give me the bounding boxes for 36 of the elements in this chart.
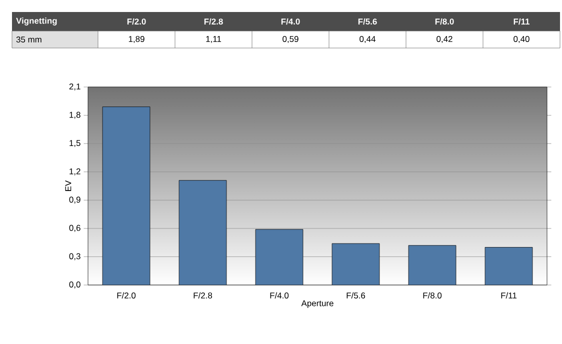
bar xyxy=(408,245,456,285)
category-label: F/8.0 xyxy=(435,18,454,25)
bar xyxy=(484,247,533,285)
bar xyxy=(255,229,304,285)
x-tick-label: F/4.0 xyxy=(270,292,289,298)
y-tick-label: 1,5 xyxy=(70,140,80,148)
x-tick-label: F/11 xyxy=(501,292,517,298)
category-label: F/2.0 xyxy=(127,18,146,25)
x-tick-label: F/5.6 xyxy=(346,292,366,298)
chart-title: Vignetting xyxy=(16,18,57,26)
y-tick-label: 0,9 xyxy=(69,196,80,204)
data-label: 0,44 xyxy=(360,36,376,43)
x-tick-label: F/8.0 xyxy=(423,292,442,298)
y-tick-label: 0,6 xyxy=(69,224,80,232)
x-tick-label: F/2.8 xyxy=(194,292,212,298)
y-tick-label: 1,2 xyxy=(70,168,80,176)
data-label: 0,59 xyxy=(282,36,298,43)
category-label: F/2.8 xyxy=(204,18,223,25)
data-label: 0,40 xyxy=(514,36,530,43)
y-axis-title: EV xyxy=(65,180,72,191)
x-axis-title: Aperture xyxy=(301,300,334,308)
category-label: F/4.0 xyxy=(281,18,300,25)
y-tick-label: 2,1 xyxy=(69,84,80,90)
y-tick-label: 1,8 xyxy=(70,112,80,119)
data-label: 0,42 xyxy=(436,36,452,43)
bar xyxy=(179,180,226,285)
bar xyxy=(102,106,150,285)
data-label: 1,11 xyxy=(206,36,222,43)
y-tick-label: 0,0 xyxy=(69,282,80,288)
category-label: F/11 xyxy=(514,18,530,25)
data-label: 1,89 xyxy=(128,36,144,43)
bar xyxy=(332,243,380,285)
category-label: F/5.6 xyxy=(358,18,377,25)
text: 35 mm xyxy=(16,36,42,42)
x-tick-label: F/2.0 xyxy=(117,292,136,298)
y-tick-label: 0,3 xyxy=(69,253,80,260)
